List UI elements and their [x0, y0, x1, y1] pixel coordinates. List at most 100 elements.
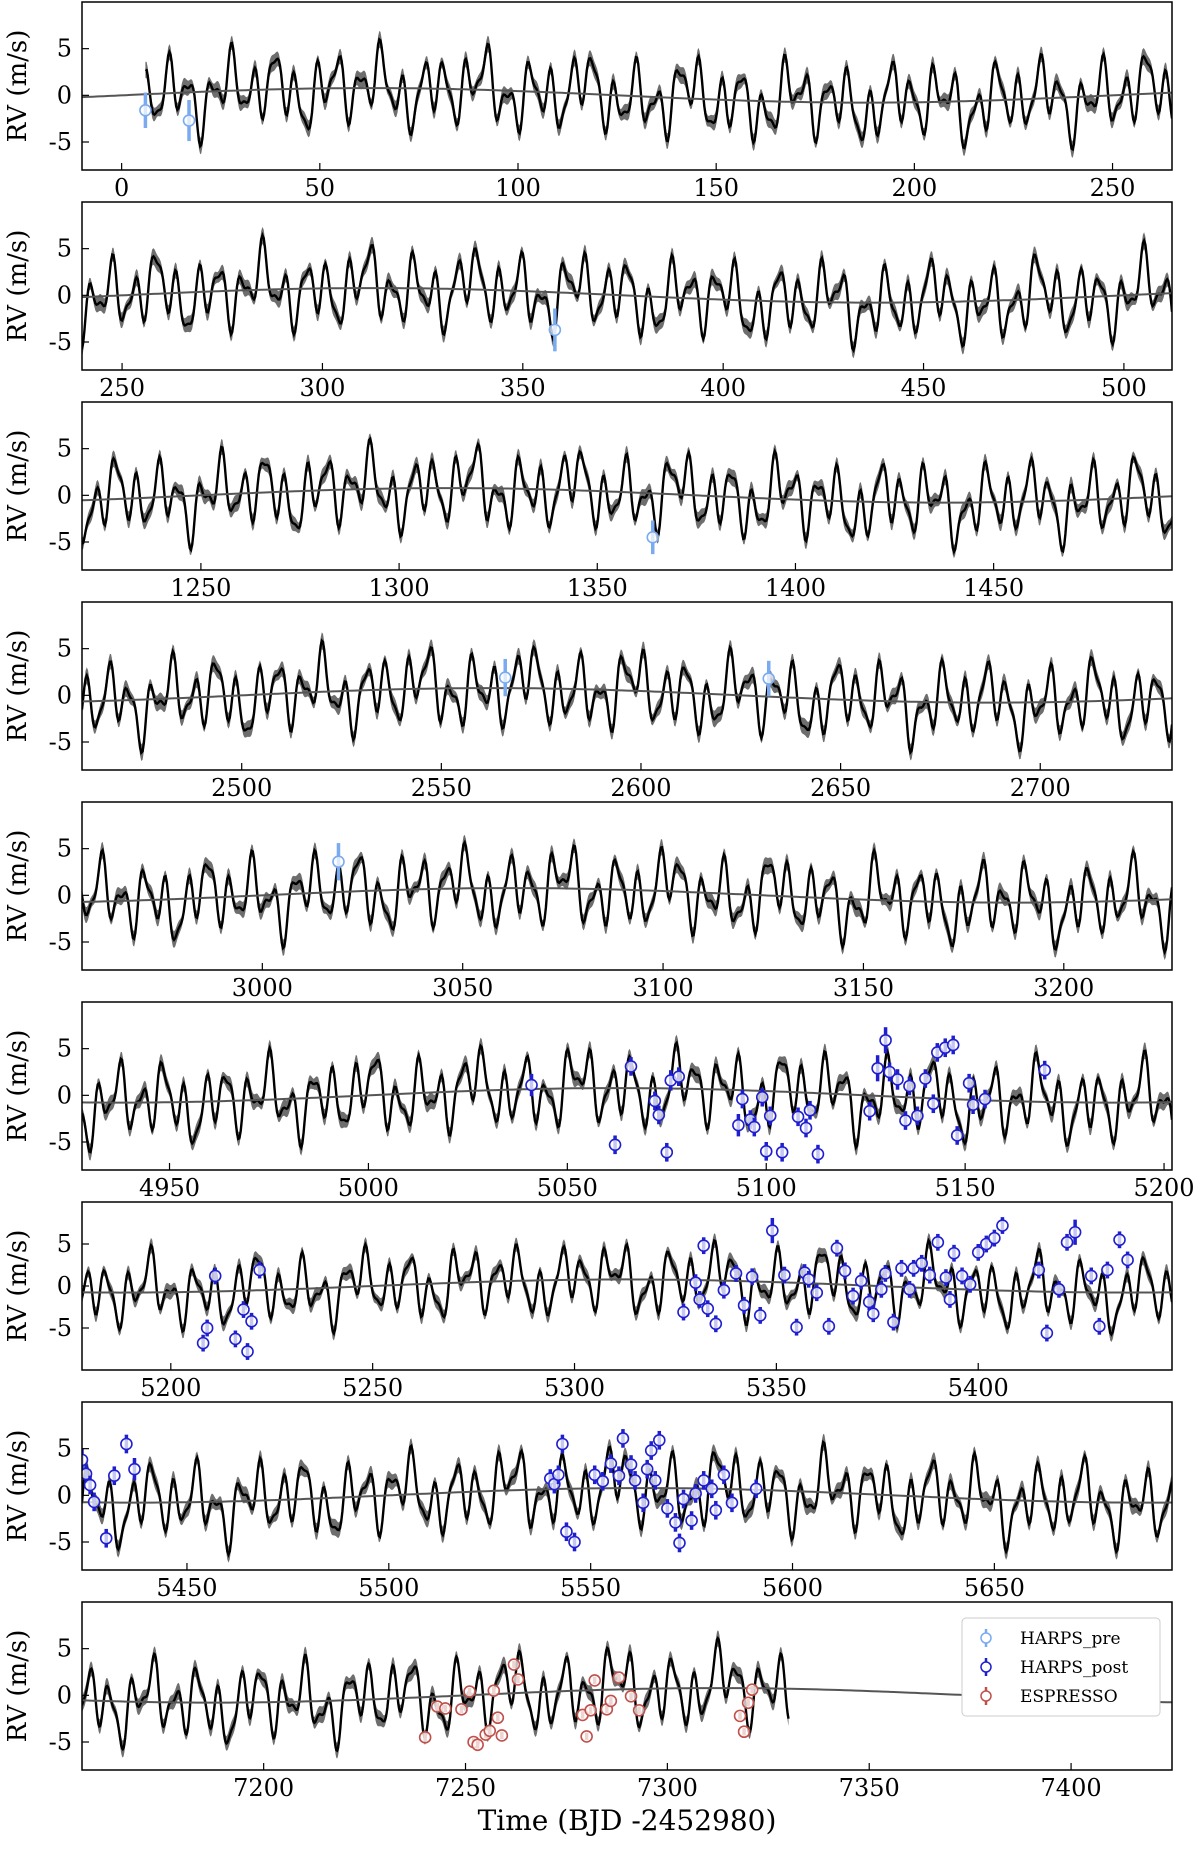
y-tick-label: 5 — [57, 35, 72, 63]
marker — [759, 1145, 773, 1158]
data-point-harps_post — [871, 1055, 884, 1082]
x-tick-label: 5350 — [746, 1374, 807, 1402]
data-point-harps_post — [673, 1533, 686, 1553]
x-tick-label: 50 — [305, 174, 336, 202]
data-point-harps_post — [624, 1057, 638, 1076]
axes-frame — [81, 1601, 1173, 1771]
long-term-trend — [82, 87, 1172, 104]
marker — [762, 672, 776, 685]
legend-marker — [980, 1661, 992, 1673]
marker — [491, 1711, 505, 1725]
data-point-harps_post — [891, 1069, 904, 1090]
data-point-harps_post — [128, 1458, 141, 1481]
marker — [701, 1302, 715, 1315]
x-tick-label: 0 — [114, 174, 129, 202]
panel-9: -5 0 5 7200 7250 7300 7350 7400 RV (m/s) — [3, 1601, 1173, 1802]
legend-marker — [980, 1632, 992, 1644]
data-point-harps_post — [895, 1259, 908, 1277]
marker — [580, 1730, 593, 1743]
marker — [677, 1305, 690, 1319]
marker — [139, 103, 152, 117]
marker — [685, 1514, 698, 1527]
marker — [253, 1263, 266, 1277]
data-point-harps_post — [822, 1317, 836, 1335]
data-point-harps_post — [701, 1300, 715, 1318]
marker — [677, 1492, 690, 1506]
marker — [887, 1315, 900, 1329]
marker — [705, 1482, 719, 1496]
marker — [612, 1671, 626, 1684]
marker — [755, 1090, 769, 1104]
x-tick-label: 5600 — [762, 1574, 823, 1602]
marker — [943, 1293, 957, 1306]
data-point-harps_post — [947, 1244, 961, 1262]
x-tick-label: 350 — [500, 374, 546, 402]
marker — [950, 1129, 964, 1142]
marker — [732, 1118, 745, 1132]
marker — [1068, 1225, 1082, 1239]
model-uncertainty-band — [82, 433, 1172, 559]
marker — [483, 1724, 497, 1738]
axes-frame — [81, 401, 1173, 571]
marker — [749, 1482, 763, 1496]
x-tick-label: 250 — [99, 374, 145, 402]
marker — [966, 1098, 980, 1111]
marker — [652, 1433, 666, 1447]
y-tick-label: 5 — [57, 635, 72, 663]
y-tick-label: 5 — [57, 435, 72, 463]
data-point-harps_post — [83, 1475, 97, 1495]
long-term-trend — [82, 1278, 1172, 1294]
axes-frame — [81, 1, 1173, 171]
data-point-espresso — [455, 1703, 468, 1716]
marker — [709, 1503, 723, 1517]
y-tick-label: 0 — [57, 881, 72, 909]
data-point-harps_post — [628, 1471, 642, 1490]
long-term-trend — [82, 1487, 1172, 1504]
x-tick-label: 300 — [300, 374, 346, 402]
x-tick-label: 1300 — [369, 574, 430, 602]
marker — [733, 1709, 747, 1723]
marker — [628, 1474, 642, 1487]
marker — [604, 1694, 618, 1708]
data-point-harps_post — [1038, 1060, 1052, 1080]
data-point-espresso — [463, 1685, 476, 1698]
marker — [854, 1274, 868, 1288]
data-point-harps_post — [790, 1318, 803, 1336]
x-tick-label: 5650 — [964, 1574, 1025, 1602]
panel-3: -5 0 5 1250 1300 1350 1400 1450 RV (m/s) — [3, 401, 1173, 602]
data-point-harps_post — [1113, 1231, 1126, 1249]
marker — [640, 1462, 654, 1476]
marker — [498, 671, 512, 684]
marker — [962, 1076, 976, 1090]
data-point-harps_post — [1121, 1251, 1134, 1269]
marker — [107, 1469, 121, 1483]
marker — [120, 1437, 133, 1451]
legend-entry-espresso: ESPRESSO — [980, 1687, 1118, 1707]
marker — [791, 1110, 805, 1124]
marker — [525, 1078, 538, 1092]
data-point-harps_post — [693, 1291, 706, 1308]
plot-area — [82, 1217, 1172, 1360]
marker — [332, 855, 345, 869]
marker — [871, 1061, 884, 1075]
marker — [811, 1147, 825, 1161]
data-point-harps_post — [887, 1313, 900, 1331]
y-axis-label: RV (m/s) — [3, 430, 33, 543]
y-tick-label: 5 — [57, 1230, 72, 1258]
marker — [612, 1469, 626, 1483]
data-point-espresso — [612, 1671, 626, 1684]
data-point-harps_post — [946, 1035, 960, 1055]
y-tick-label: -5 — [49, 728, 72, 756]
data-point-harps_post — [552, 1465, 565, 1485]
marker — [455, 1703, 468, 1716]
data-point-harps_post — [648, 1091, 662, 1111]
plot-area — [82, 1630, 1172, 1759]
data-point-harps_pre — [182, 100, 196, 142]
y-tick-label: 0 — [57, 281, 72, 309]
data-point-harps_post — [604, 1454, 618, 1473]
marker — [946, 1038, 960, 1052]
x-tick-label: 2650 — [810, 774, 871, 802]
panel-4: -5 0 5 2500 2550 2600 2650 2700 RV (m/s) — [3, 601, 1173, 802]
axes-frame — [81, 201, 1173, 371]
